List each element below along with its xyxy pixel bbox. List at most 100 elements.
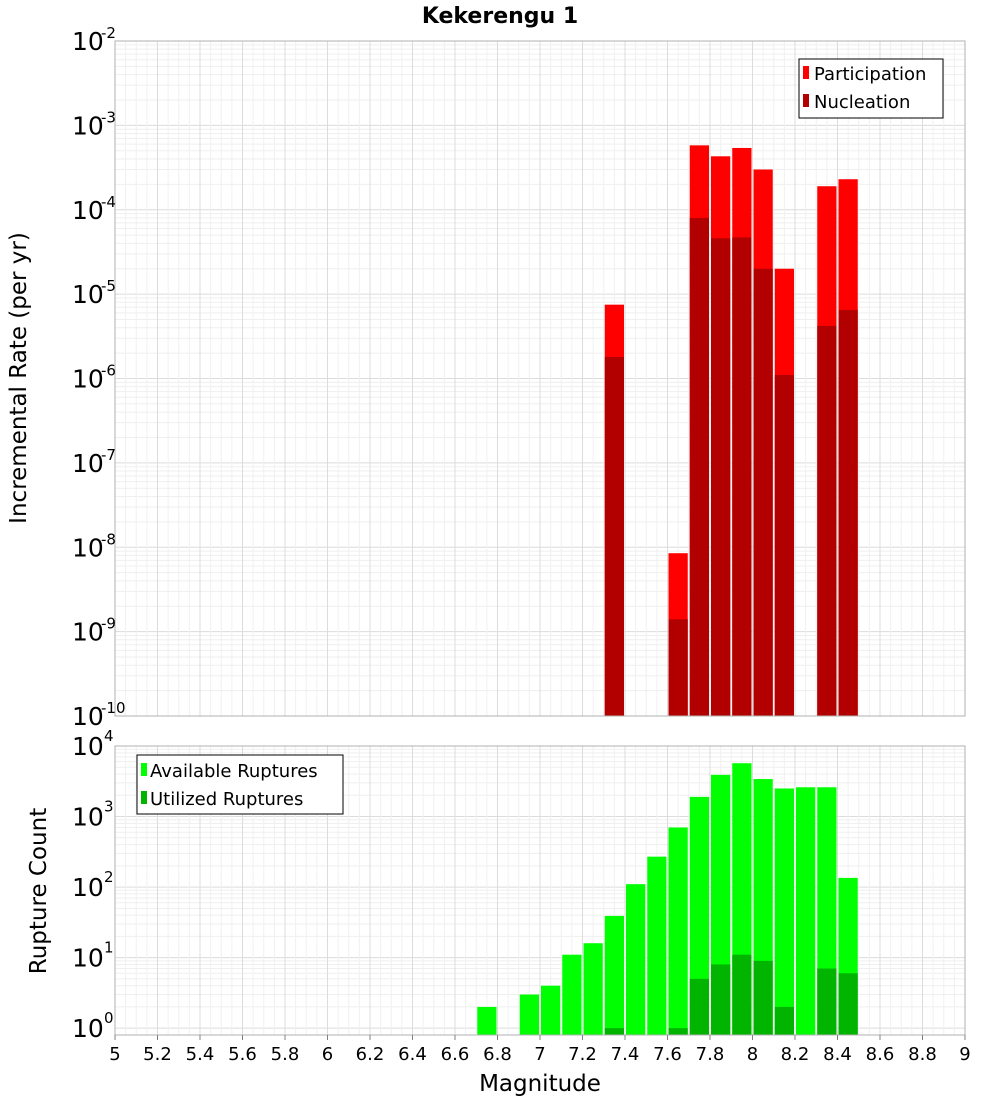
- x-tick-label: 5.8: [271, 1044, 300, 1065]
- y-tick-label: 10: [72, 873, 104, 902]
- utilized-ruptures-bar: [689, 978, 709, 1035]
- x-tick-label: 8.4: [823, 1044, 852, 1065]
- available-ruptures-bar: [541, 985, 561, 1035]
- x-tick-label: 6: [322, 1044, 333, 1065]
- x-tick-label: 7: [534, 1044, 545, 1065]
- available-ruptures-bar: [689, 796, 709, 1035]
- y-tick-label: 10: [72, 1014, 104, 1043]
- legend-swatch-participation: [803, 66, 809, 79]
- nucleation-bar: [817, 325, 837, 716]
- available-ruptures-bar: [647, 856, 667, 1035]
- x-tick-label: 9: [959, 1044, 970, 1065]
- y-tick-label: 10: [72, 702, 104, 731]
- count-legend: Available Ruptures Utilized Ruptures: [136, 754, 344, 815]
- nucleation-bar: [689, 217, 709, 716]
- rate-plot-frame: [114, 40, 966, 717]
- rate-y-axis-label: Incremental Rate (per yr): [6, 232, 32, 524]
- x-tick-label: 6.6: [441, 1044, 470, 1065]
- legend-swatch-nucleation: [803, 94, 809, 107]
- available-ruptures-bar: [604, 915, 624, 1035]
- x-tick-label: 8.2: [781, 1044, 810, 1065]
- y-tick-exponent: -4: [101, 193, 116, 211]
- available-ruptures-bar: [477, 1006, 497, 1035]
- utilized-ruptures-bar: [604, 1028, 624, 1035]
- available-ruptures-bar: [562, 954, 582, 1035]
- y-tick-label: 10: [72, 280, 104, 309]
- utilized-ruptures-bar: [668, 1028, 688, 1035]
- nucleation-bar: [604, 356, 624, 716]
- rate-grid: [114, 41, 966, 717]
- y-tick-exponent: 1: [104, 939, 114, 957]
- chart-title: Kekerengu 1: [422, 4, 578, 29]
- y-tick-label: 10: [72, 533, 104, 562]
- utilized-ruptures-bar: [732, 954, 752, 1035]
- x-tick-label: 5.4: [186, 1044, 215, 1065]
- y-tick-label: 10: [72, 732, 104, 761]
- available-ruptures-bar: [583, 943, 603, 1035]
- y-tick-label: 10: [72, 196, 104, 225]
- x-tick-label: 6.4: [398, 1044, 427, 1065]
- available-ruptures-bar: [796, 787, 816, 1035]
- x-tick-label: 7.6: [653, 1044, 682, 1065]
- y-tick-label: 10: [72, 944, 104, 973]
- y-tick-exponent: 4: [104, 727, 114, 745]
- legend-label-utilized: Utilized Ruptures: [150, 789, 303, 810]
- utilized-ruptures-bar: [774, 1006, 794, 1035]
- y-tick-exponent: 2: [104, 868, 114, 886]
- nucleation-bar: [753, 268, 773, 716]
- y-tick-label: 10: [72, 111, 104, 140]
- x-axis-label: Magnitude: [479, 1071, 601, 1097]
- y-tick-exponent: -9: [101, 615, 116, 633]
- y-tick-exponent: -6: [101, 362, 116, 380]
- available-ruptures-bar: [774, 788, 794, 1035]
- rate-bars: [604, 145, 858, 717]
- legend-swatch-available: [141, 763, 147, 776]
- legend-label-nucleation: Nucleation: [814, 92, 910, 113]
- x-tick-label: 5.6: [228, 1044, 257, 1065]
- available-ruptures-bar: [519, 994, 539, 1035]
- x-tick-label: 8.8: [908, 1044, 937, 1065]
- legend-swatch-utilized: [141, 791, 147, 804]
- utilized-ruptures-bar: [817, 968, 837, 1035]
- x-tick-label: 7.2: [568, 1044, 597, 1065]
- x-tick-label: 7.8: [696, 1044, 725, 1065]
- utilized-ruptures-bar: [711, 964, 731, 1035]
- x-tick-label: 6.2: [356, 1044, 385, 1065]
- y-tick-label: 10: [72, 449, 104, 478]
- x-tick-labels: 5 5.2 5.4 5.6 5.8 6 6.2 6.4 6.6 6.8 7 7.2 7.4 7.6 7.8 8…: [109, 1035, 971, 1065]
- available-ruptures-bar: [626, 884, 646, 1035]
- y-tick-exponent: -3: [101, 108, 116, 126]
- x-tick-label: 8.6: [866, 1044, 895, 1065]
- available-ruptures-bar: [668, 827, 688, 1035]
- x-tick-label: 5.2: [143, 1044, 172, 1065]
- utilized-ruptures-bar: [838, 973, 858, 1035]
- nucleation-bar: [711, 238, 731, 716]
- nucleation-bar: [774, 375, 794, 716]
- y-tick-exponent: 0: [104, 1009, 114, 1027]
- y-tick-exponent: -5: [101, 277, 116, 295]
- y-tick-exponent: -2: [101, 24, 116, 42]
- x-tick-label: 6.8: [483, 1044, 512, 1065]
- nucleation-bar: [838, 309, 858, 716]
- legend-label-participation: Participation: [814, 64, 926, 85]
- y-tick-label: 10: [72, 618, 104, 647]
- nucleation-bar: [732, 237, 752, 716]
- y-tick-label: 10: [72, 365, 104, 394]
- y-tick-label: 10: [72, 27, 104, 56]
- y-tick-exponent: 3: [104, 798, 114, 816]
- x-tick-label: 7.4: [611, 1044, 640, 1065]
- x-tick-label: 8: [747, 1044, 758, 1065]
- rate-legend: Participation Nucleation: [798, 58, 944, 119]
- y-tick-exponent: -10: [101, 699, 126, 717]
- legend-label-available: Available Ruptures: [150, 761, 318, 782]
- utilized-ruptures-bar: [753, 960, 773, 1035]
- x-tick-label: 5: [109, 1044, 120, 1065]
- y-tick-exponent: -7: [101, 446, 116, 464]
- y-tick-label: 10: [72, 803, 104, 832]
- y-tick-exponent: -8: [101, 530, 116, 548]
